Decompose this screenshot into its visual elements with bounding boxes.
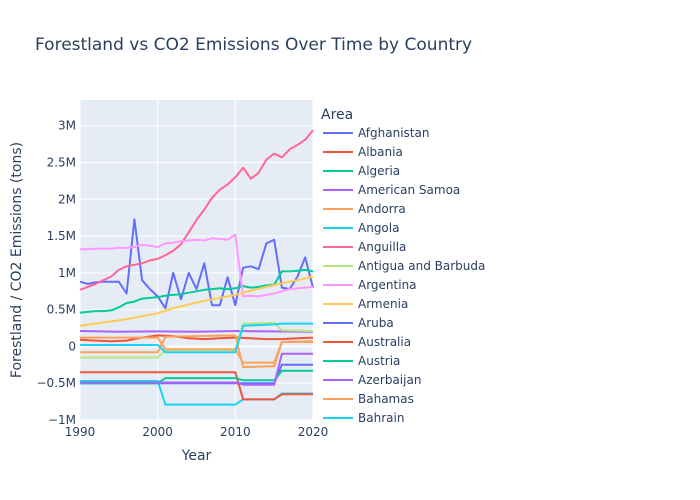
y-tick-label: −0.5M — [37, 376, 77, 390]
series-line-anguilla[interactable] — [79, 129, 314, 291]
legend-label: Algeria — [358, 164, 400, 178]
legend-label: Aruba — [358, 316, 394, 330]
legend-label: Angola — [358, 221, 399, 235]
series-line-australia[interactable] — [80, 371, 313, 401]
legend-item[interactable]: Albania — [323, 145, 403, 159]
legend-label: Antigua and Barbuda — [358, 259, 485, 273]
legend-label: Bahrain — [358, 411, 404, 425]
y-axis: −1M −0.5M 0 0.5M 1M 1.5M 2M 2.5M 3M — [37, 119, 77, 427]
legend-label: Andorra — [358, 202, 406, 216]
x-tick-label: 1990 — [65, 425, 96, 439]
legend-item[interactable]: Argentina — [323, 278, 417, 292]
plot-area[interactable] — [79, 129, 314, 406]
series-line-bahrain[interactable] — [80, 322, 313, 354]
y-tick-label: 3M — [58, 119, 76, 133]
legend-item[interactable]: Bahrain — [323, 411, 404, 425]
legend-title: Area — [321, 107, 353, 123]
series-line-albania[interactable] — [79, 334, 314, 343]
y-tick-label: 0 — [68, 339, 76, 353]
legend-item[interactable]: Antigua and Barbuda — [323, 259, 485, 273]
legend-item[interactable]: Armenia — [323, 297, 408, 311]
legend-label: Armenia — [358, 297, 408, 311]
legend-label: Albania — [358, 145, 403, 159]
y-tick-label: 2M — [58, 192, 76, 206]
legend-item[interactable]: Afghanistan — [323, 126, 429, 140]
x-tick-label: 2010 — [220, 425, 251, 439]
legend-label: American Samoa — [358, 183, 460, 197]
legend-label: Argentina — [358, 278, 417, 292]
legend-label: Afghanistan — [358, 126, 429, 140]
series-line-american-samoa[interactable] — [79, 330, 314, 333]
legend-item[interactable]: Aruba — [323, 316, 394, 330]
series-line-argentina[interactable] — [80, 233, 314, 298]
legend-item[interactable]: American Samoa — [323, 183, 460, 197]
legend-label: Australia — [358, 335, 411, 349]
legend-item[interactable]: Azerbaijan — [323, 373, 421, 387]
y-tick-label: 1M — [58, 266, 76, 280]
legend-item[interactable]: Austria — [323, 354, 400, 368]
legend-label: Anguilla — [358, 240, 406, 254]
legend-item[interactable]: Angola — [323, 221, 399, 235]
x-axis-title: Year — [181, 448, 212, 464]
legend-item[interactable]: Andorra — [323, 202, 406, 216]
series-line-azerbaijan[interactable] — [80, 352, 313, 386]
x-tick-label: 2020 — [298, 425, 329, 439]
y-tick-label: −1M — [48, 413, 76, 427]
x-axis: 1990 2000 2010 2020 — [65, 425, 329, 439]
legend-label: Bahamas — [358, 392, 414, 406]
y-tick-label: 2.5M — [47, 156, 76, 170]
y-tick-label: 0.5M — [47, 303, 76, 317]
legend-item[interactable]: Algeria — [323, 164, 400, 178]
series-line-bahamas[interactable] — [80, 336, 313, 364]
chart-title: Forestland vs CO2 Emissions Over Time by… — [35, 35, 472, 55]
series-line-afghanistan[interactable] — [79, 218, 314, 310]
legend-label: Azerbaijan — [358, 373, 421, 387]
legend-item[interactable]: Bahamas — [323, 392, 414, 406]
legend: Area Afghanistan Albania Algeria American S… — [321, 107, 485, 425]
y-tick-label: 1.5M — [47, 229, 76, 243]
legend-item[interactable]: Australia — [323, 335, 411, 349]
legend-item[interactable]: Anguilla — [323, 240, 406, 254]
legend-label: Austria — [358, 354, 400, 368]
series-line-armenia[interactable] — [79, 275, 314, 327]
x-tick-label: 2000 — [142, 425, 173, 439]
y-axis-title: Forestland / CO2 Emissions (tons) — [9, 142, 25, 378]
